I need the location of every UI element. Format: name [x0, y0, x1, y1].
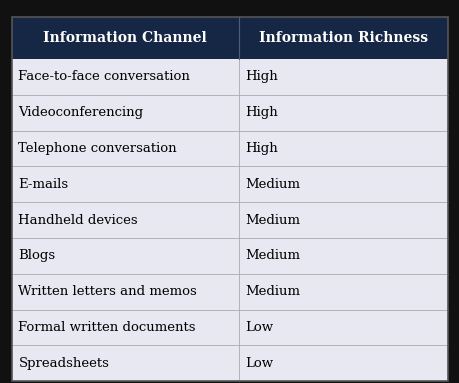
- Text: Medium: Medium: [245, 178, 300, 191]
- Bar: [11, 17, 448, 59]
- Text: High: High: [245, 106, 278, 119]
- Text: Blogs: Blogs: [18, 249, 56, 262]
- Bar: [11, 238, 448, 274]
- Bar: [11, 345, 448, 381]
- Bar: [11, 309, 448, 345]
- Text: Information Richness: Information Richness: [258, 31, 427, 45]
- Bar: [11, 166, 448, 202]
- Text: Handheld devices: Handheld devices: [18, 214, 138, 227]
- Text: Formal written documents: Formal written documents: [18, 321, 196, 334]
- Bar: [11, 274, 448, 309]
- Text: High: High: [245, 70, 278, 83]
- Bar: [11, 59, 448, 95]
- Text: Medium: Medium: [245, 214, 300, 227]
- Bar: [11, 95, 448, 131]
- Text: Face-to-face conversation: Face-to-face conversation: [18, 70, 190, 83]
- Bar: [11, 131, 448, 166]
- Text: Information Channel: Information Channel: [43, 31, 207, 45]
- Text: Spreadsheets: Spreadsheets: [18, 357, 109, 370]
- Text: Low: Low: [245, 357, 273, 370]
- Text: Videoconferencing: Videoconferencing: [18, 106, 143, 119]
- Text: E-mails: E-mails: [18, 178, 68, 191]
- Bar: [11, 202, 448, 238]
- Text: Medium: Medium: [245, 249, 300, 262]
- Text: High: High: [245, 142, 278, 155]
- Text: Low: Low: [245, 321, 273, 334]
- Text: Telephone conversation: Telephone conversation: [18, 142, 177, 155]
- Text: Written letters and memos: Written letters and memos: [18, 285, 197, 298]
- Text: Medium: Medium: [245, 285, 300, 298]
